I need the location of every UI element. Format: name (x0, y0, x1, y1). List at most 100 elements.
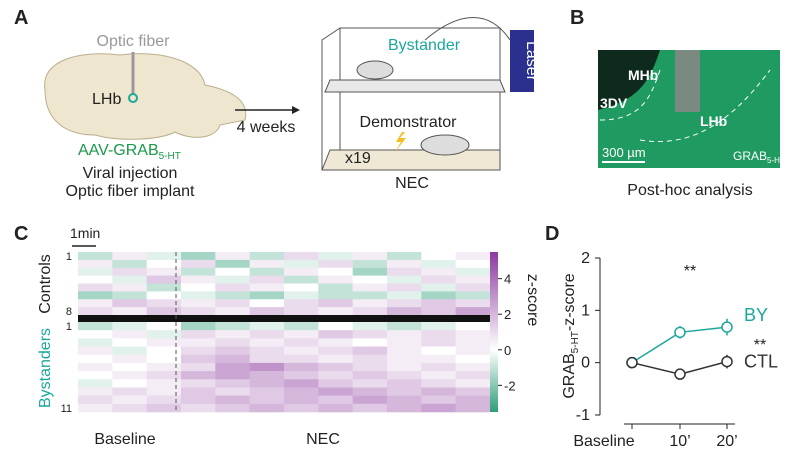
x-label: Baseline (94, 431, 155, 448)
heat-cell (181, 299, 216, 308)
heat-cell (78, 330, 113, 339)
heat-cell (455, 346, 491, 356)
heat-cell (112, 371, 147, 380)
heat-cell (284, 362, 319, 372)
heat-cell (181, 371, 216, 380)
heat-cell (181, 338, 216, 347)
heat-cell (387, 299, 422, 308)
heat-cell (146, 395, 182, 405)
heat-cell (455, 307, 491, 316)
heat-cell (387, 259, 422, 269)
heat-cell (112, 307, 147, 316)
fiber-track (675, 50, 700, 112)
lhb-label: LHb (92, 91, 121, 108)
heat-cell (249, 362, 285, 372)
x-tick-label: 20’ (716, 433, 737, 450)
heat-cell (181, 387, 216, 396)
colorbar-tick-label: -2 (504, 378, 516, 393)
heat-cell (387, 283, 422, 292)
heat-cell (352, 354, 388, 364)
x-tick-label: 10’ (669, 433, 690, 450)
heat-cell (421, 346, 456, 356)
heat-cell (421, 307, 456, 316)
heat-cell (78, 346, 113, 356)
heat-cell (455, 338, 491, 347)
heat-cell (318, 283, 353, 292)
scale-label: 300 µm (602, 145, 646, 160)
heat-cell (146, 307, 182, 316)
heat-cell (146, 387, 182, 396)
heat-cell (387, 395, 422, 405)
heat-cell (352, 371, 388, 380)
dv3-label: 3DV (600, 95, 628, 111)
text: Viral injection (83, 165, 178, 182)
caption: Post-hoc analysis (627, 182, 752, 199)
heat-cell (78, 395, 113, 405)
arrowhead (292, 106, 300, 114)
heat-cell (78, 379, 113, 388)
heat-cell (455, 283, 491, 292)
annotation: ** (754, 337, 766, 354)
heat-cell (215, 259, 250, 269)
heat-cell (112, 403, 147, 413)
heat-cell (284, 259, 319, 269)
text: AAV-GRAB (78, 142, 159, 159)
heat-cell (284, 283, 319, 292)
heat-cell (146, 346, 182, 356)
heat-cell (284, 371, 319, 380)
heat-cell (387, 387, 422, 396)
heat-cell (352, 346, 388, 356)
heat-cell (352, 362, 388, 372)
heat-cell (284, 252, 319, 261)
heat-cell (318, 291, 353, 300)
heat-cell (181, 346, 216, 356)
heat-cell (284, 354, 319, 364)
heat-cell (284, 395, 319, 405)
heat-cell (352, 330, 388, 339)
heat-cell (112, 291, 147, 300)
heat-cell (78, 291, 113, 300)
heat-cell (215, 387, 250, 396)
heat-cell (421, 395, 456, 405)
point (721, 355, 733, 368)
heat-cell (78, 259, 113, 269)
heatmap (78, 252, 491, 413)
heat-cell (112, 259, 147, 269)
heat-cell (215, 267, 250, 276)
heat-cell (181, 307, 216, 316)
heat-cell (215, 379, 250, 388)
heat-cell (318, 403, 353, 413)
heat-cell (455, 403, 491, 413)
heat-cell (112, 379, 147, 388)
heat-cell (387, 330, 422, 339)
legend-label: BY (744, 305, 768, 325)
colorbar-tick-label: 4 (504, 272, 511, 287)
heat-cell (387, 346, 422, 356)
row-label: 8 (66, 306, 72, 318)
heat-cell (421, 371, 456, 380)
heat-cell (181, 291, 216, 300)
heat-cell (215, 299, 250, 308)
heat-cell (318, 299, 353, 308)
row-label: 1 (66, 251, 72, 263)
heat-cell (181, 322, 216, 331)
heat-cell (284, 330, 319, 339)
heat-cell (249, 395, 285, 405)
heat-cell (455, 395, 491, 405)
heat-cell (249, 275, 285, 284)
heat-cell (421, 291, 456, 300)
heat-cell (146, 362, 182, 372)
laser-label: Laser (523, 41, 540, 82)
heat-cell (249, 330, 285, 339)
bystanders-label: Bystanders (37, 328, 54, 408)
heat-cell (146, 330, 182, 339)
colorbar-label: z-score (524, 274, 541, 327)
heat-cell (352, 291, 388, 300)
panel-label: C (14, 223, 28, 245)
heat-cell (146, 291, 182, 300)
mhb-label: MHb (628, 67, 658, 83)
y-tick-label: -1 (576, 407, 590, 424)
heat-cell (387, 371, 422, 380)
heat-cell (421, 259, 456, 269)
heat-cell (249, 291, 285, 300)
